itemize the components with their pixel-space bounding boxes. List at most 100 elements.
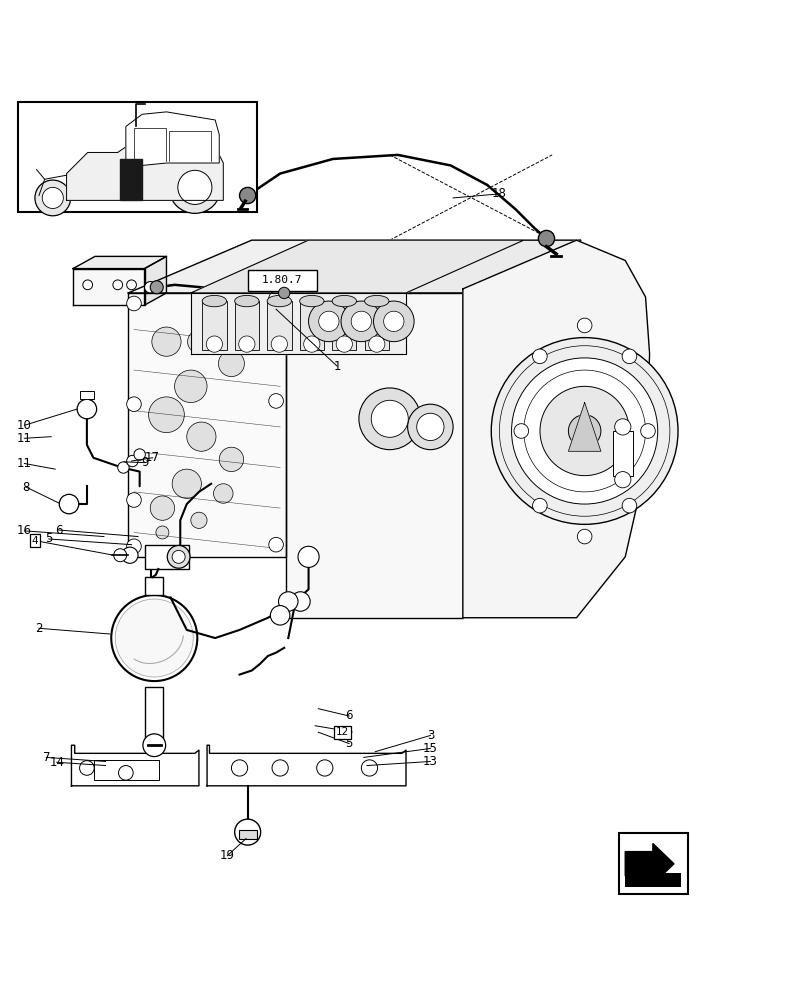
Circle shape — [187, 330, 210, 353]
Circle shape — [127, 296, 141, 311]
Polygon shape — [120, 159, 142, 200]
Bar — [332, 301, 356, 350]
Text: 5: 5 — [345, 737, 353, 750]
Text: 13: 13 — [423, 755, 437, 768]
Bar — [79, 391, 94, 399]
Text: 4: 4 — [32, 536, 38, 546]
Text: 18: 18 — [491, 187, 506, 200]
Polygon shape — [73, 269, 144, 305]
Circle shape — [532, 349, 547, 364]
Polygon shape — [624, 843, 673, 884]
Circle shape — [278, 592, 298, 611]
Circle shape — [298, 546, 319, 567]
Text: 17: 17 — [145, 451, 160, 464]
Circle shape — [341, 301, 381, 342]
Polygon shape — [126, 112, 219, 167]
Text: 12: 12 — [336, 727, 349, 737]
Circle shape — [373, 301, 414, 342]
Text: 14: 14 — [49, 756, 64, 769]
Polygon shape — [462, 240, 580, 618]
Polygon shape — [568, 403, 600, 451]
Circle shape — [172, 469, 201, 498]
Circle shape — [127, 397, 141, 411]
Text: 9: 9 — [140, 456, 148, 469]
Text: 19: 19 — [220, 849, 234, 862]
Circle shape — [361, 760, 377, 776]
Circle shape — [150, 496, 174, 520]
Circle shape — [268, 394, 283, 408]
Polygon shape — [128, 293, 285, 557]
Circle shape — [219, 447, 243, 472]
Circle shape — [167, 545, 190, 568]
Polygon shape — [128, 240, 406, 293]
Text: 7: 7 — [42, 751, 50, 764]
Polygon shape — [191, 293, 406, 354]
Bar — [238, 830, 256, 839]
Ellipse shape — [364, 295, 388, 307]
Circle shape — [539, 386, 629, 476]
Bar — [144, 545, 189, 569]
Circle shape — [172, 550, 185, 563]
Circle shape — [150, 281, 163, 294]
Circle shape — [156, 526, 169, 539]
Circle shape — [127, 493, 141, 507]
Text: 1: 1 — [333, 360, 341, 373]
Bar — [612, 431, 633, 476]
Text: 5: 5 — [345, 725, 353, 738]
Circle shape — [122, 547, 138, 563]
Bar — [202, 301, 226, 350]
Polygon shape — [71, 745, 199, 786]
Circle shape — [134, 449, 145, 460]
Circle shape — [303, 336, 320, 352]
Circle shape — [169, 161, 221, 213]
Bar — [145, 577, 163, 595]
Circle shape — [513, 424, 528, 438]
Bar — [267, 301, 291, 350]
Circle shape — [640, 424, 654, 438]
Text: 8: 8 — [22, 481, 30, 494]
Ellipse shape — [332, 295, 356, 307]
Circle shape — [278, 287, 290, 299]
Circle shape — [407, 404, 453, 450]
Circle shape — [568, 415, 600, 447]
Polygon shape — [285, 240, 580, 293]
Ellipse shape — [234, 295, 259, 307]
Circle shape — [206, 336, 222, 352]
Circle shape — [127, 280, 136, 290]
Circle shape — [621, 498, 636, 513]
Ellipse shape — [299, 295, 324, 307]
Circle shape — [538, 230, 554, 247]
Bar — [94, 760, 159, 780]
Circle shape — [532, 498, 547, 513]
Circle shape — [127, 539, 141, 554]
Circle shape — [118, 766, 133, 780]
Text: 1.80.7: 1.80.7 — [262, 275, 302, 285]
Circle shape — [358, 388, 420, 450]
Circle shape — [416, 413, 444, 441]
Circle shape — [174, 370, 207, 403]
Text: 5: 5 — [45, 532, 53, 545]
Circle shape — [350, 311, 371, 332]
Bar — [247, 270, 316, 291]
Circle shape — [511, 358, 657, 504]
Circle shape — [371, 400, 408, 437]
Circle shape — [234, 819, 260, 845]
Circle shape — [213, 484, 233, 503]
Bar — [364, 301, 388, 350]
Circle shape — [614, 472, 630, 488]
Circle shape — [35, 180, 71, 216]
Polygon shape — [73, 256, 166, 269]
Circle shape — [383, 311, 403, 332]
Text: 6: 6 — [345, 709, 353, 722]
Ellipse shape — [202, 295, 226, 307]
Bar — [145, 687, 163, 744]
Text: 2: 2 — [35, 622, 43, 635]
Polygon shape — [67, 145, 223, 200]
Circle shape — [577, 318, 591, 333]
Circle shape — [308, 301, 349, 342]
Circle shape — [79, 761, 94, 775]
Circle shape — [316, 760, 333, 776]
Circle shape — [319, 311, 339, 332]
Circle shape — [59, 494, 79, 514]
Circle shape — [368, 336, 384, 352]
